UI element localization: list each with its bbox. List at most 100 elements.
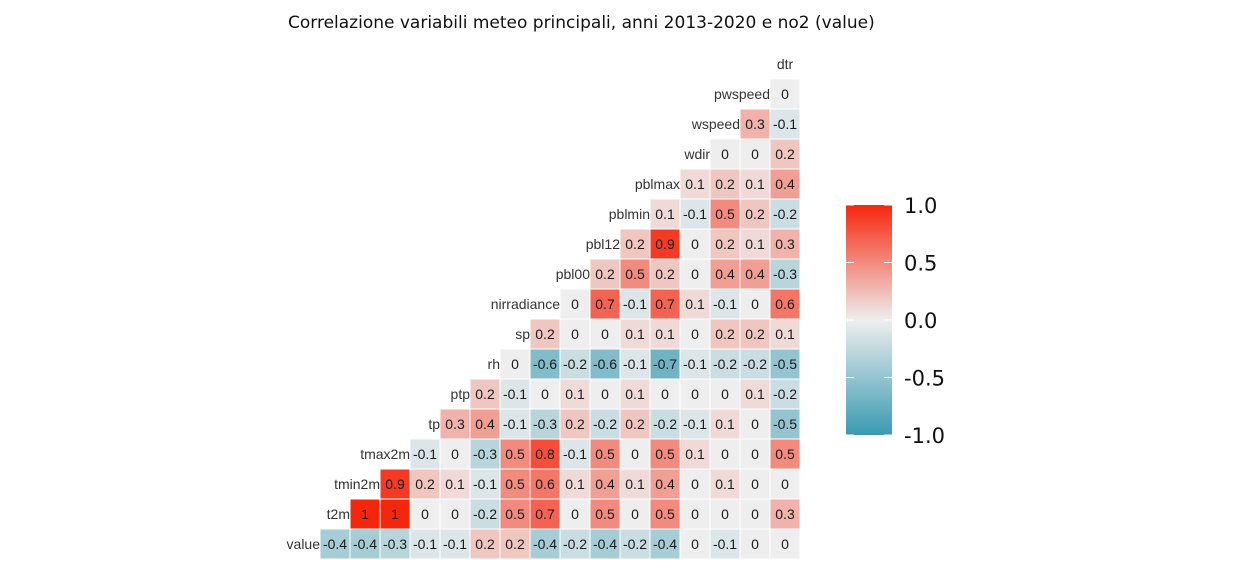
cell-value-tp-rh: 0.4 (475, 416, 495, 432)
variable-label-wspeed: wspeed (691, 116, 740, 132)
variable-label-t2m: t2m (327, 506, 350, 522)
cell-value-tmax2m-pblmax: 0.5 (655, 446, 675, 462)
heatmap-cell-rh-wdir (680, 349, 710, 379)
heatmap-cell-t2m-pbl12 (590, 499, 620, 529)
cell-value-rh-wspeed: -0.2 (713, 356, 737, 372)
heatmap-cell-tmax2m-wspeed (710, 439, 740, 469)
heatmap-cell-tmin2m-pbl00 (560, 469, 590, 499)
heatmap-cell-nirradiance-pbl00 (560, 289, 590, 319)
cell-value-tmin2m-tp: 0.2 (415, 476, 435, 492)
cell-value-value-nirradiance: -0.4 (533, 536, 557, 552)
cell-value-pwspeed-dtr: 0 (781, 86, 789, 102)
cell-value-ptp-wspeed: 0 (721, 386, 729, 402)
cell-value-tp-ptp: 0.3 (445, 416, 465, 432)
heatmap-cell-nirradiance-pblmin (620, 289, 650, 319)
cell-value-tp-pblmax: -0.2 (653, 416, 677, 432)
cell-value-t2m-sp: 0.5 (505, 506, 525, 522)
heatmap-cell-sp-pbl00 (560, 319, 590, 349)
cell-value-ptp-pwspeed: 0.1 (745, 386, 765, 402)
heatmap-cell-sp-pwspeed (740, 319, 770, 349)
heatmap-cell-pbl00-wspeed (710, 259, 740, 289)
cell-value-ptp-rh: 0.2 (475, 386, 495, 402)
heatmap-cells: -0.4 -0.4 -0.3 -0.1 -0.1 0.2 0.2 -0.4 -0.2 -0.4 -0… (320, 79, 800, 559)
cell-value-t2m-tmax2m: 1 (391, 506, 399, 522)
heatmap-cell-pblmin-pwspeed (740, 199, 770, 229)
variable-label-wdir: wdir (683, 146, 710, 162)
heatmap-cell-pblmax-pwspeed (740, 169, 770, 199)
cell-value-ptp-pblmax: 0 (661, 386, 669, 402)
cell-value-tp-pwspeed: 0 (751, 416, 759, 432)
heatmap-cell-pbl00-dtr (770, 259, 800, 289)
cell-value-ptp-pbl12: 0 (601, 386, 609, 402)
color-legend: 1.0 0.5 0.0 -0.5 -1.0 (846, 194, 945, 448)
cell-value-sp-nirradiance: 0.2 (535, 326, 555, 342)
variable-label-tmin2m: tmin2m (334, 476, 380, 492)
heatmap-cell-pbl12-wdir (680, 229, 710, 259)
heatmap-cell-nirradiance-pblmax (650, 289, 680, 319)
cell-value-value-wspeed: -0.1 (713, 536, 737, 552)
chart-title: Correlazione variabili meteo principali,… (288, 13, 875, 33)
heatmap-cell-pbl00-wdir (680, 259, 710, 289)
heatmap-cell-sp-pblmax (650, 319, 680, 349)
heatmap-cell-pblmin-pblmax (650, 199, 680, 229)
cell-value-tp-dtr: -0.5 (773, 416, 797, 432)
heatmap-cell-t2m-pwspeed (740, 499, 770, 529)
heatmap-cell-sp-wspeed (710, 319, 740, 349)
heatmap-cell-tmin2m-sp (500, 469, 530, 499)
cell-value-rh-nirradiance: -0.6 (533, 356, 557, 372)
cell-value-sp-wdir: 0 (691, 326, 699, 342)
variable-label-pbl12: pbl12 (586, 236, 620, 252)
cell-value-tmax2m-sp: 0.5 (505, 446, 525, 462)
cell-value-tmax2m-pblmin: 0 (631, 446, 639, 462)
heatmap-cell-t2m-dtr (770, 499, 800, 529)
cell-value-tmax2m-pbl12: 0.5 (595, 446, 615, 462)
heatmap-cell-value-pbl00 (560, 529, 590, 559)
cell-value-nirradiance-dtr: 0.6 (775, 296, 795, 312)
cell-value-tp-pbl12: -0.2 (593, 416, 617, 432)
cell-value-t2m-wspeed: 0 (721, 506, 729, 522)
cell-value-value-wdir: 0 (691, 536, 699, 552)
variable-label-pwspeed: pwspeed (714, 86, 770, 102)
heatmap-cell-ptp-wdir (680, 379, 710, 409)
heatmap-cell-t2m-wspeed (710, 499, 740, 529)
cell-value-tmin2m-pblmax: 0.4 (655, 476, 675, 492)
heatmap-cell-pbl12-pblmax (650, 229, 680, 259)
heatmap-cell-value-pblmax (650, 529, 680, 559)
cell-value-pblmax-dtr: 0.4 (775, 176, 795, 192)
heatmap-cell-tp-dtr (770, 409, 800, 439)
legend-tick-label-2: 0.0 (904, 309, 937, 333)
heatmap-cell-t2m-tp (410, 499, 440, 529)
heatmap-cell-pblmax-dtr (770, 169, 800, 199)
cell-value-pblmax-pwspeed: 0.1 (745, 176, 765, 192)
cell-value-tmin2m-wspeed: 0.1 (715, 476, 735, 492)
cell-value-t2m-dtr: 0.3 (775, 506, 795, 522)
cell-value-tmin2m-ptp: 0.1 (445, 476, 465, 492)
heatmap-cell-value-tmin2m (350, 529, 380, 559)
cell-value-rh-pblmin: -0.1 (623, 356, 647, 372)
heatmap-cell-wdir-dtr (770, 139, 800, 169)
heatmap-cell-rh-pbl12 (590, 349, 620, 379)
heatmap-cell-t2m-tmin2m (350, 499, 380, 529)
heatmap-cell-pblmin-wdir (680, 199, 710, 229)
cell-value-pblmin-wdir: -0.1 (683, 206, 707, 222)
heatmap-cell-tmax2m-pblmax (650, 439, 680, 469)
heatmap-cell-tmin2m-dtr (770, 469, 800, 499)
cell-value-wspeed-pwspeed: 0.3 (745, 116, 765, 132)
cell-value-pbl00-pbl12: 0.2 (595, 266, 615, 282)
cell-value-tmax2m-wspeed: 0 (721, 446, 729, 462)
heatmap-cell-value-pwspeed (740, 529, 770, 559)
heatmap-cell-tp-wspeed (710, 409, 740, 439)
variable-label-ptp: ptp (451, 386, 471, 402)
heatmap-cell-pbl12-pwspeed (740, 229, 770, 259)
heatmap-cell-tmax2m-rh (470, 439, 500, 469)
cell-value-pbl12-dtr: 0.3 (775, 236, 795, 252)
cell-value-tp-pblmin: 0.2 (625, 416, 645, 432)
heatmap-cell-tp-pblmin (620, 409, 650, 439)
heatmap-cell-tmin2m-wspeed (710, 469, 740, 499)
cell-value-value-pblmin: -0.2 (623, 536, 647, 552)
heatmap-cell-value-t2m (320, 529, 350, 559)
cell-value-rh-pbl12: -0.6 (593, 356, 617, 372)
heatmap-cell-rh-nirradiance (530, 349, 560, 379)
heatmap-cell-sp-wdir (680, 319, 710, 349)
cell-value-value-pwspeed: 0 (751, 536, 759, 552)
